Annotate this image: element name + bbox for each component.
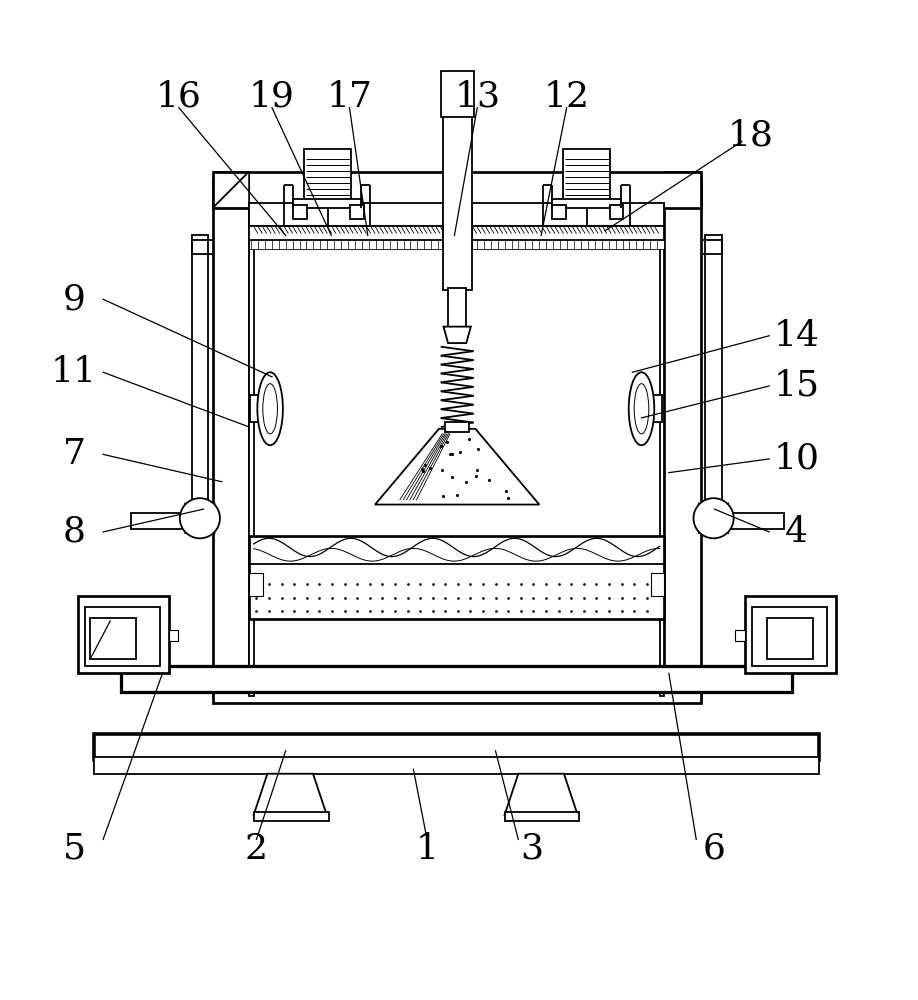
Bar <box>468 226 665 240</box>
Bar <box>213 689 700 703</box>
Bar <box>649 395 662 422</box>
Text: 16: 16 <box>156 80 202 114</box>
Text: 14: 14 <box>774 319 820 353</box>
Text: 17: 17 <box>327 80 373 114</box>
Bar <box>94 734 820 760</box>
Polygon shape <box>253 774 327 815</box>
Polygon shape <box>375 429 539 505</box>
Bar <box>552 205 565 219</box>
Bar <box>121 666 792 692</box>
Text: 15: 15 <box>774 369 820 403</box>
Bar <box>448 288 466 327</box>
Bar <box>767 618 813 659</box>
Bar <box>249 203 665 226</box>
Text: 11: 11 <box>50 355 97 389</box>
Bar <box>705 235 722 527</box>
Bar <box>192 235 208 527</box>
Bar <box>660 203 665 696</box>
Bar <box>253 812 329 821</box>
Bar <box>250 395 263 422</box>
Circle shape <box>180 498 220 538</box>
Polygon shape <box>505 774 577 815</box>
Text: 4: 4 <box>785 515 808 549</box>
Ellipse shape <box>634 384 649 434</box>
Text: 3: 3 <box>521 832 543 866</box>
Bar <box>249 573 263 596</box>
Text: 18: 18 <box>728 118 774 152</box>
Ellipse shape <box>257 372 283 445</box>
Bar <box>293 205 307 219</box>
Bar <box>722 513 784 529</box>
Text: 13: 13 <box>454 80 500 114</box>
Text: 6: 6 <box>703 832 726 866</box>
Bar <box>441 71 474 117</box>
Bar <box>735 630 744 641</box>
Bar <box>552 199 621 208</box>
Text: 19: 19 <box>249 80 295 114</box>
Bar <box>213 172 700 208</box>
Bar <box>249 226 445 240</box>
Bar <box>442 203 472 249</box>
Bar <box>84 607 160 666</box>
Bar <box>744 596 836 673</box>
Ellipse shape <box>263 384 277 434</box>
Polygon shape <box>443 327 471 343</box>
Bar <box>505 812 579 821</box>
Bar <box>468 240 665 249</box>
Text: 12: 12 <box>543 80 589 114</box>
Bar <box>130 513 193 529</box>
Polygon shape <box>213 172 249 208</box>
Bar <box>610 205 623 219</box>
Bar <box>249 203 253 696</box>
Bar <box>563 149 610 203</box>
Ellipse shape <box>629 372 655 445</box>
Bar <box>249 240 445 249</box>
Bar <box>651 573 665 596</box>
Bar <box>213 181 249 696</box>
Text: 10: 10 <box>774 442 820 476</box>
Text: 2: 2 <box>245 832 268 866</box>
Circle shape <box>693 498 733 538</box>
Bar <box>442 108 472 290</box>
Text: 8: 8 <box>62 515 85 549</box>
Text: 7: 7 <box>62 437 85 471</box>
Bar <box>78 596 169 673</box>
Bar <box>351 205 364 219</box>
Bar <box>94 757 820 774</box>
Bar <box>752 607 827 666</box>
Text: 1: 1 <box>416 832 439 866</box>
Bar <box>665 181 700 696</box>
Bar <box>304 149 352 203</box>
Bar <box>249 536 665 619</box>
Bar <box>445 422 469 432</box>
Bar <box>169 630 178 641</box>
Bar <box>90 618 136 659</box>
Bar <box>293 199 363 208</box>
Text: 9: 9 <box>62 282 85 316</box>
Text: 5: 5 <box>62 832 85 866</box>
